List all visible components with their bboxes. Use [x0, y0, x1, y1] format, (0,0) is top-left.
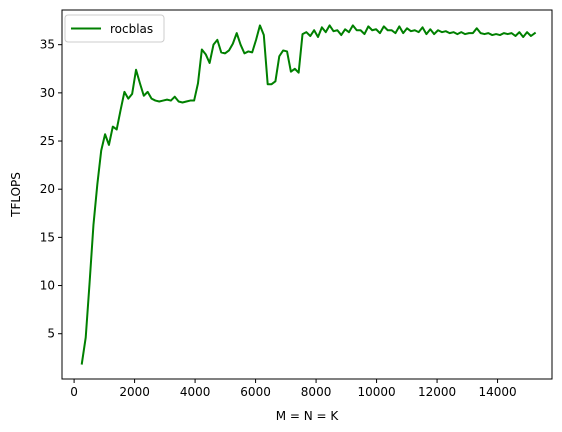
y-axis-ticks: 5 10 15 20 25 30 35 [40, 38, 62, 341]
x-tick-label: 2000 [119, 385, 150, 399]
y-tick-label: 30 [40, 86, 55, 100]
y-tick-label: 35 [40, 38, 55, 52]
x-tick-label: 6000 [240, 385, 271, 399]
y-tick-label: 15 [40, 230, 55, 244]
x-tick-label: 12000 [418, 385, 456, 399]
x-tick-label: 10000 [357, 385, 395, 399]
plot-area [62, 10, 552, 379]
x-tick-label: 14000 [478, 385, 516, 399]
axes-frame [61, 9, 553, 380]
x-tick-label: 0 [70, 385, 78, 399]
y-tick-label: 20 [40, 182, 55, 196]
legend-label-rocblas: rocblas [110, 22, 153, 36]
x-axis-ticks: 0 2000 4000 6000 8000 10000 12000 14000 [70, 379, 517, 399]
legend-frame [64, 14, 165, 43]
x-axis-label: M = N = K [276, 409, 340, 423]
x-tick-label: 8000 [301, 385, 332, 399]
legend: rocblas [64, 14, 165, 43]
y-axis-label: TFLOPS [9, 172, 23, 218]
series-layer [80, 24, 537, 365]
series-line-rocblas [80, 24, 537, 365]
x-tick-label: 4000 [180, 385, 211, 399]
y-tick-label: 25 [40, 134, 55, 148]
y-tick-label: 10 [40, 279, 55, 293]
axes-background [62, 10, 552, 379]
y-tick-label: 5 [47, 327, 55, 341]
